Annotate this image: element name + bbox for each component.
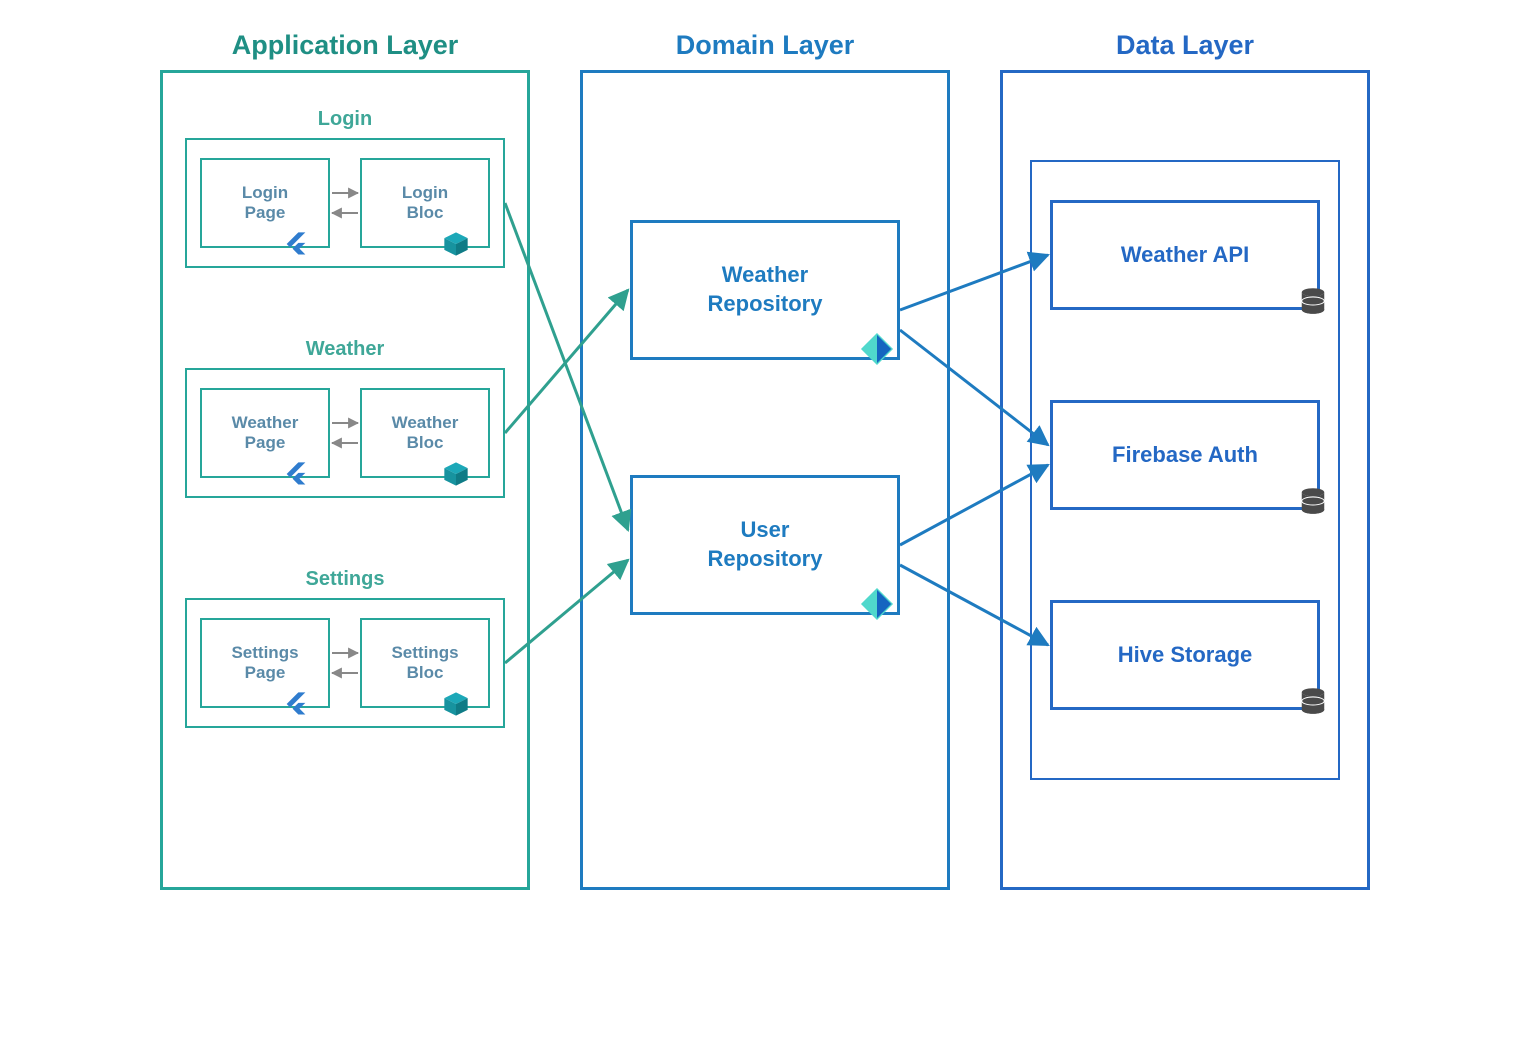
dart-icon bbox=[860, 332, 894, 366]
hive-storage-box: Hive Storage bbox=[1050, 600, 1320, 710]
weather-page-label: WeatherPage bbox=[232, 413, 299, 454]
weather-page-box: WeatherPage bbox=[200, 388, 330, 478]
weather-bloc-label: WeatherBloc bbox=[392, 413, 459, 454]
login-page-box: LoginPage bbox=[200, 158, 330, 248]
domain-layer-title: Domain Layer bbox=[580, 30, 950, 61]
login-bloc-box: LoginBloc bbox=[360, 158, 490, 248]
weather-repository-label: WeatherRepository bbox=[708, 261, 823, 318]
database-icon bbox=[1298, 486, 1328, 516]
settings-bloc-box: SettingsBloc bbox=[360, 618, 490, 708]
settings-module-title: Settings bbox=[185, 568, 505, 591]
architecture-diagram: Application Layer Login LoginPage LoginB… bbox=[100, 20, 1430, 900]
application-layer-title: Application Layer bbox=[160, 30, 530, 61]
hive-storage-label: Hive Storage bbox=[1118, 642, 1253, 668]
cube-icon bbox=[442, 230, 470, 258]
flutter-icon bbox=[282, 690, 310, 718]
weather-bloc-box: WeatherBloc bbox=[360, 388, 490, 478]
database-icon bbox=[1298, 686, 1328, 716]
login-module-title: Login bbox=[185, 108, 505, 131]
login-page-label: LoginPage bbox=[242, 183, 288, 224]
firebase-auth-label: Firebase Auth bbox=[1112, 442, 1258, 468]
database-icon bbox=[1298, 286, 1328, 316]
login-bloc-label: LoginBloc bbox=[402, 183, 448, 224]
firebase-auth-box: Firebase Auth bbox=[1050, 400, 1320, 510]
settings-bloc-label: SettingsBloc bbox=[391, 643, 458, 684]
weather-module-title: Weather bbox=[185, 338, 505, 361]
cube-icon bbox=[442, 460, 470, 488]
flutter-icon bbox=[282, 460, 310, 488]
weather-api-box: Weather API bbox=[1050, 200, 1320, 310]
data-layer-title: Data Layer bbox=[1000, 30, 1370, 61]
dart-icon bbox=[860, 587, 894, 621]
cube-icon bbox=[442, 690, 470, 718]
user-repository-label: UserRepository bbox=[708, 516, 823, 573]
flutter-icon bbox=[282, 230, 310, 258]
weather-api-label: Weather API bbox=[1121, 242, 1249, 268]
settings-page-box: SettingsPage bbox=[200, 618, 330, 708]
settings-page-label: SettingsPage bbox=[231, 643, 298, 684]
